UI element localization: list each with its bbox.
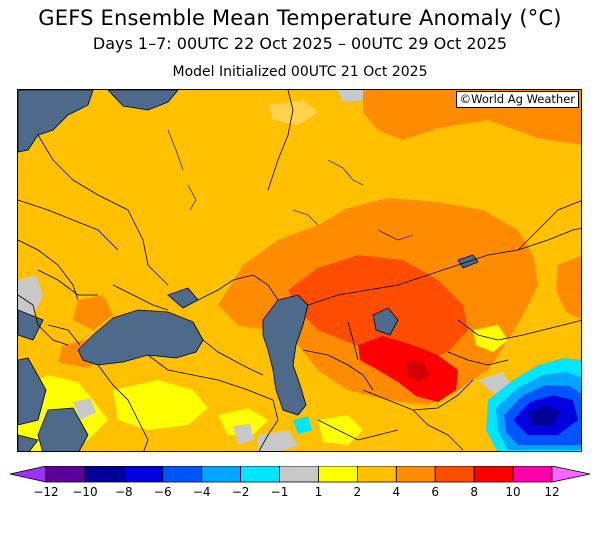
gulf-of-finland: [107, 90, 179, 111]
black-sea: [77, 309, 204, 366]
legend-bin-2-to-4: [356, 466, 397, 483]
legend-bin-minus1-to-1: [279, 466, 319, 483]
legend-label: 4: [392, 485, 401, 499]
legend-label: −12: [33, 485, 59, 499]
ionian-sea: [18, 357, 47, 426]
legend-label: 12: [544, 485, 560, 499]
anomaly-neutral-aegean: [73, 398, 96, 420]
anomaly-minus8-10-tibet: [528, 405, 560, 425]
legend-bin-minus10-to-minus8: [84, 466, 125, 483]
anomaly-patch-north: [268, 100, 318, 125]
legend-label: −1: [270, 485, 289, 499]
map-title: GEFS Ensemble Mean Temperature Anomaly (…: [38, 6, 562, 30]
baltic-sea: [18, 90, 94, 153]
legend-bin-minus12-to-minus10: [45, 466, 86, 483]
legend-label: 6: [431, 485, 440, 499]
anomaly-neutral-west: [18, 275, 43, 318]
legend-bin-10-to-12: [512, 466, 553, 483]
caspian-sea: [262, 294, 309, 416]
legend-bins: [45, 466, 553, 483]
legend-label: 1: [314, 485, 323, 499]
forecast-period: Days 1–7: 00UTC 22 Oct 2025 – 00UTC 29 O…: [92, 34, 508, 53]
aral-sea: [372, 307, 399, 336]
legend-label: −2: [231, 485, 250, 499]
map-canvas: [18, 90, 581, 451]
legend-label: 10: [505, 485, 521, 499]
anomaly-8-10-peak: [406, 360, 430, 382]
legend-label: −10: [72, 485, 98, 499]
country-borders: [18, 90, 581, 451]
legend-bin-1-to-2: [318, 466, 358, 483]
anomaly-neutral-north: [338, 90, 363, 102]
legend-bin-minus8-to-minus6: [123, 466, 164, 483]
color-legend: [9, 466, 591, 483]
northern-coastlines: [167, 129, 414, 241]
legend-label: −8: [114, 485, 133, 499]
aegean-sea: [37, 407, 89, 451]
legend-label: 2: [353, 485, 362, 499]
anomaly-6-8-core: [288, 255, 468, 360]
adriatic-sea: [18, 309, 44, 341]
anomaly-map: ©World Ag Weather: [17, 89, 582, 452]
credit-label: ©World Ag Weather: [455, 91, 579, 108]
model-initialized: Model Initialized 00UTC 21 Oct 2025: [172, 64, 428, 80]
anomaly-neutral-caucasus: [233, 424, 254, 444]
legend-label: −4: [192, 485, 211, 499]
legend-low-extend: [9, 466, 47, 483]
mediterranean-sea: [18, 434, 39, 451]
anomaly-4-6-east: [556, 255, 581, 320]
anomaly-1-2-iran: [318, 415, 363, 445]
legend-bin-6-to-8: [434, 466, 475, 483]
legend-bin-8-to-10: [473, 466, 514, 483]
anomaly-minus1-2-iran: [293, 416, 312, 434]
legend-high-extend: [551, 466, 591, 483]
anomaly-1-2-caucasus-south: [218, 408, 268, 435]
legend-bin-minus4-to-minus2: [201, 466, 242, 483]
legend-label: −6: [153, 485, 172, 499]
legend-bin-4-to-6: [395, 466, 436, 483]
legend-bin-minus2-to-minus1: [240, 466, 280, 483]
legend-label: 8: [470, 485, 478, 499]
legend-bin-minus6-to-minus4: [162, 466, 203, 483]
anomaly-4-6-west: [73, 295, 113, 330]
